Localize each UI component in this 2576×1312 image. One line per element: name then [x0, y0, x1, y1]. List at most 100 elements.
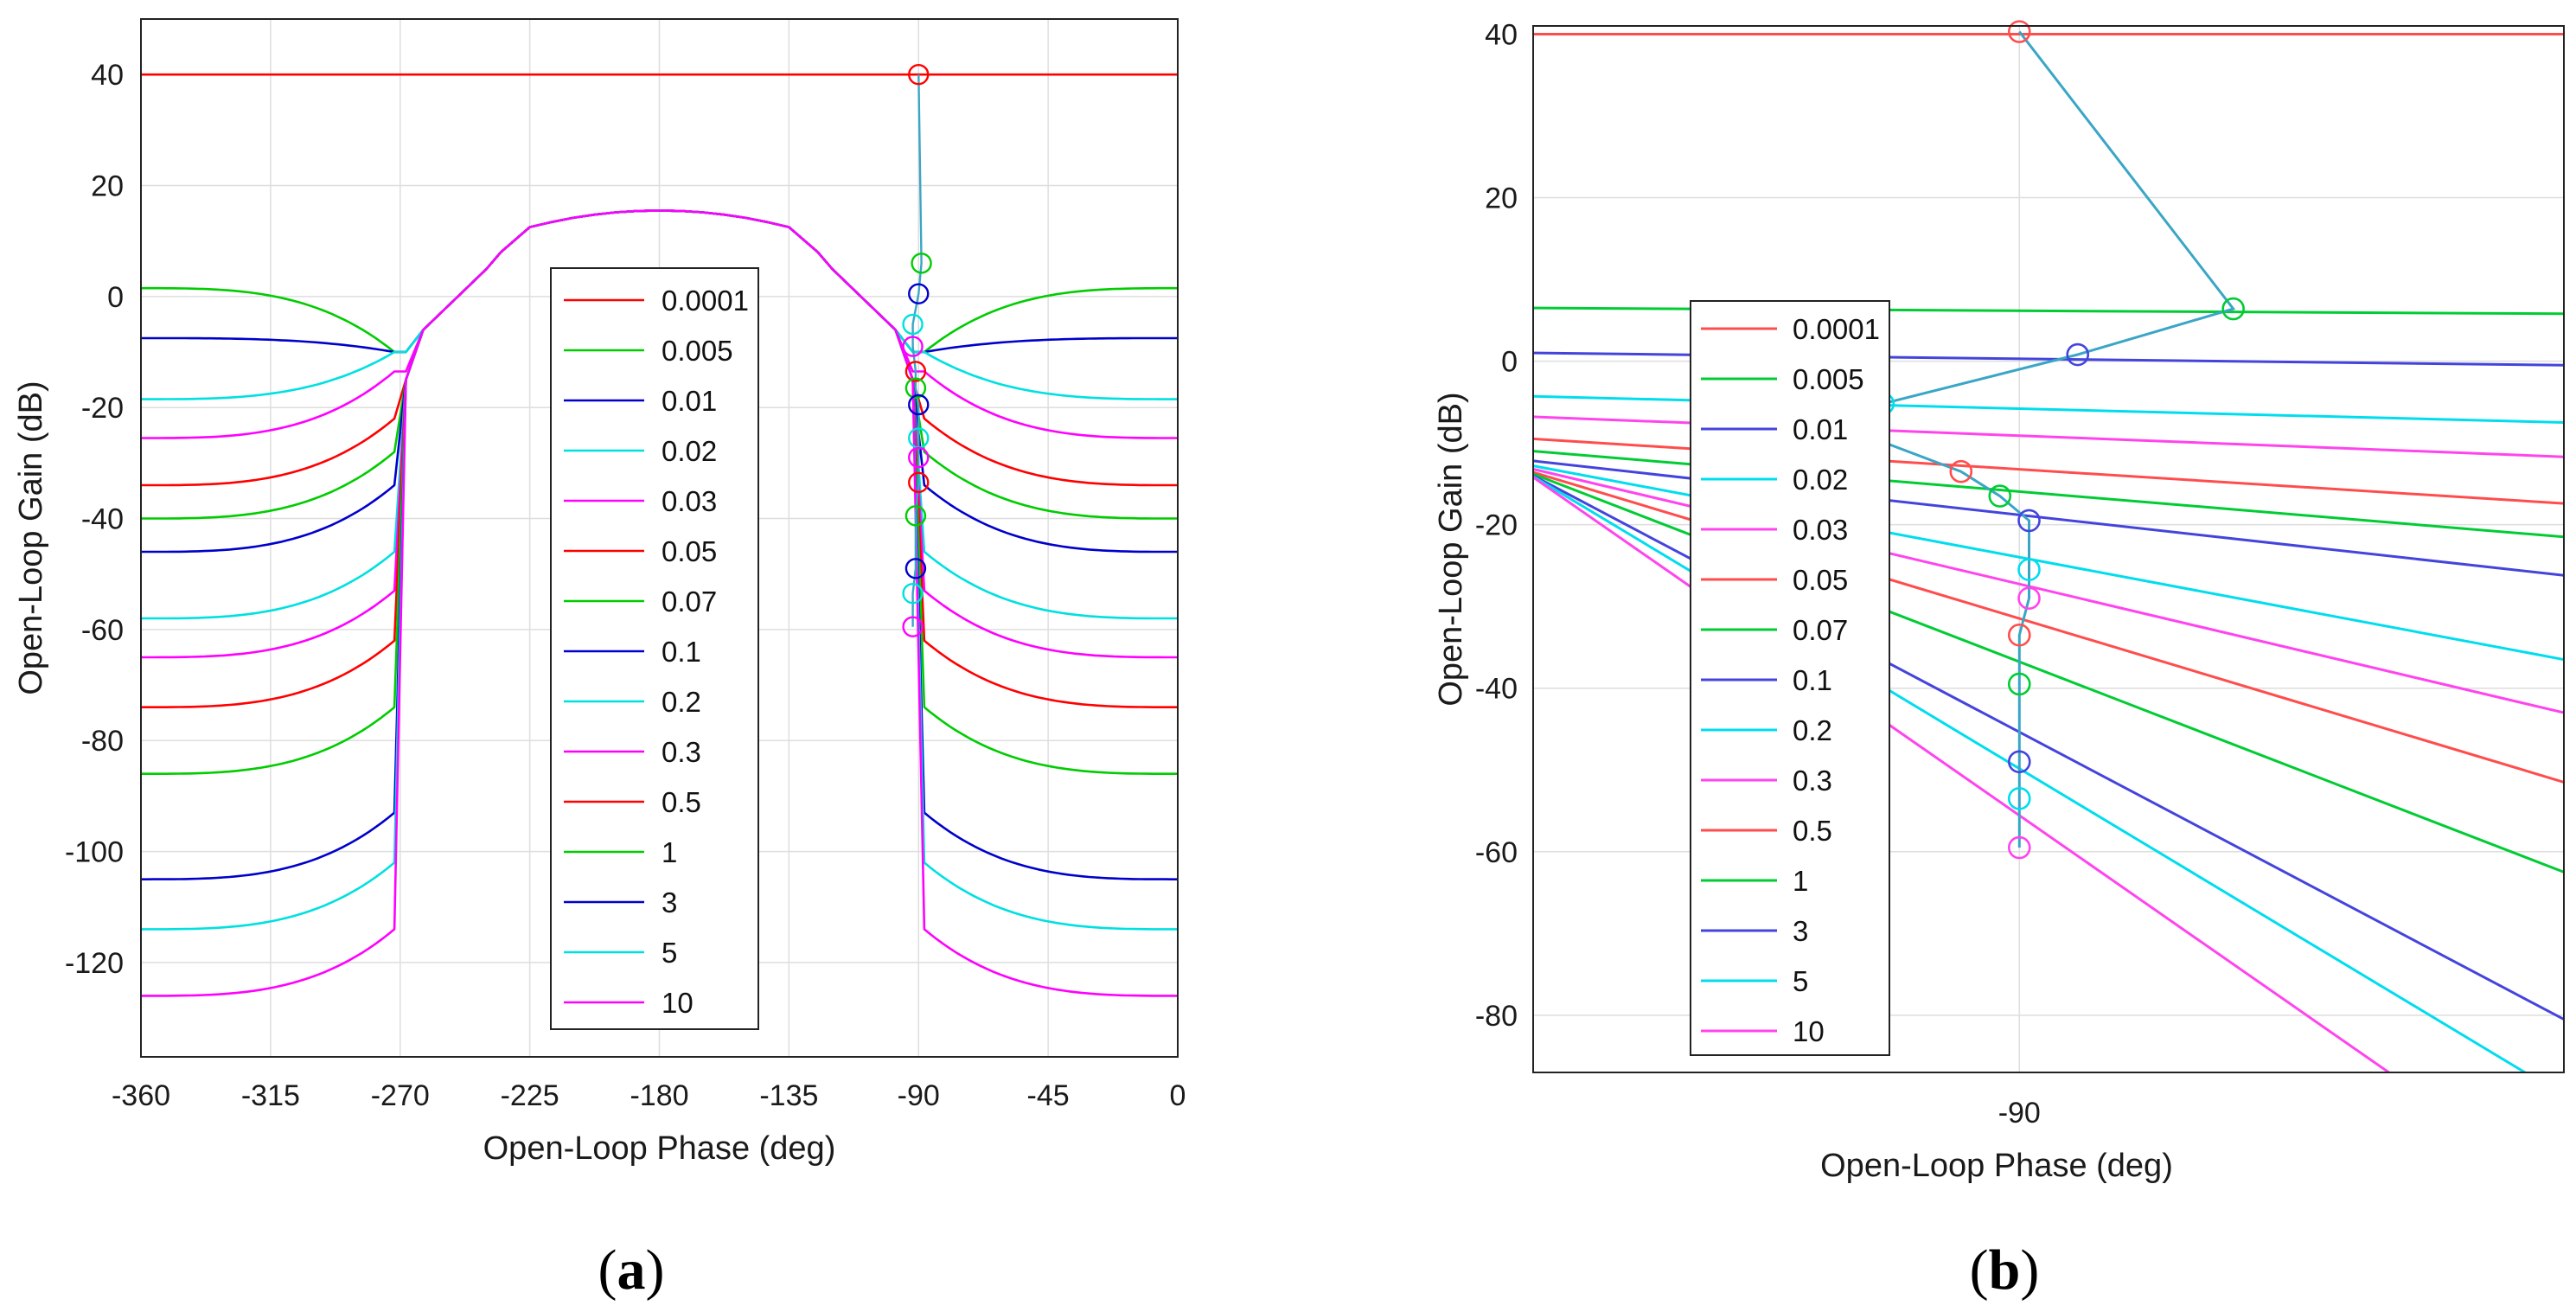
y-axis-label-a: Open-Loop Gain (dB) — [13, 381, 49, 694]
data-marker-b — [2007, 20, 2031, 43]
series-line-a — [141, 209, 1178, 997]
data-marker-a — [908, 63, 930, 86]
data-marker-b — [2017, 558, 2041, 581]
legend-box-b — [1690, 300, 1890, 1056]
data-marker-a — [904, 558, 927, 579]
legend-label-b: 0.05 — [1793, 564, 1848, 596]
legend-label-b: 0.3 — [1793, 765, 1832, 797]
series-line-b — [1533, 476, 2390, 1072]
data-marker-a — [902, 582, 924, 605]
x-tick-label: -90 — [1998, 1097, 2041, 1130]
y-tick-label: -40 — [1475, 673, 1518, 706]
data-marker-b — [2221, 297, 2245, 321]
legend-label-a: 0.0001 — [662, 285, 749, 317]
legend-label-b: 0.0001 — [1793, 313, 1880, 345]
data-marker-a — [908, 471, 930, 494]
legend-label-a: 0.02 — [662, 435, 717, 467]
legend-label-a: 0.07 — [662, 586, 717, 618]
legend-label-a: 10 — [662, 987, 694, 1019]
x-tick-label: -45 — [1027, 1079, 1070, 1112]
data-marker-b — [2007, 835, 2031, 860]
legend-label-b: 0.01 — [1793, 413, 1848, 445]
y-tick-label: -40 — [81, 503, 124, 536]
legend-label-b: 0.02 — [1793, 464, 1848, 496]
legend-box-a — [550, 267, 759, 1030]
x-tick-label: -225 — [501, 1079, 559, 1112]
data-marker-b — [2017, 586, 2041, 611]
legend-label-a: 0.005 — [662, 335, 733, 367]
legend-label-a: 0.01 — [662, 385, 717, 417]
data-marker-a — [904, 377, 927, 399]
legend-label-b: 0.07 — [1793, 614, 1848, 646]
x-tick-label: -90 — [898, 1079, 940, 1112]
data-marker-b — [2017, 509, 2041, 533]
panel-b: -90 40 20 0 -20 -40 -60 -80 0.0001 0.005 0.01 0.02 0… — [1433, 18, 2565, 1184]
y-tick-label: 20 — [1485, 182, 1518, 215]
data-marker-b — [2066, 342, 2090, 367]
panel-a: -360 -315 -270 -225 -180 -135 -90 -45 0 40 20 0 -20 -… — [13, 18, 1186, 1167]
legend-label-b: 5 — [1793, 965, 1808, 997]
y-tick-label: -80 — [1475, 1000, 1518, 1033]
x-axis-label-b: Open-Loop Phase (deg) — [1820, 1148, 2173, 1184]
data-marker-b — [2007, 787, 2031, 810]
x-tick-label: -270 — [371, 1079, 430, 1112]
y-tick-label: -20 — [81, 392, 124, 425]
data-marker-a — [904, 361, 927, 382]
legend-label-a: 3 — [662, 886, 677, 918]
x-axis-label-a: Open-Loop Phase (deg) — [483, 1130, 836, 1167]
data-marker-b — [2007, 672, 2031, 696]
caption-b: (b) — [1970, 1238, 2040, 1302]
legend-label-b: 0.5 — [1793, 815, 1832, 847]
y-tick-label: -80 — [81, 725, 124, 758]
data-marker-a — [902, 313, 924, 336]
plot-frame-a — [140, 18, 1179, 1058]
legend-label-b: 0.1 — [1793, 664, 1832, 696]
data-marker-a — [904, 505, 927, 527]
legend-label-a: 0.03 — [662, 485, 717, 517]
legend-label-a: 0.3 — [662, 736, 701, 768]
data-marker-b — [2007, 750, 2031, 774]
marker-connector-b — [1862, 30, 2236, 848]
y-axis-label-b: Open-Loop Gain (dB) — [1433, 392, 1469, 706]
legend-label-b: 10 — [1793, 1015, 1825, 1047]
y-tick-label: -20 — [1475, 509, 1518, 542]
plot-frame-b — [1532, 25, 2565, 1073]
plot-area-b — [1533, 26, 2564, 1072]
data-marker-a — [908, 283, 930, 304]
y-tick-label: -120 — [65, 947, 124, 980]
data-marker-a — [902, 336, 924, 357]
data-marker-a — [908, 446, 930, 469]
legend-label-b: 1 — [1793, 865, 1808, 897]
x-tick-label: -360 — [112, 1079, 170, 1112]
x-tick-label: -315 — [241, 1079, 300, 1112]
data-marker-b — [1988, 484, 2012, 508]
legend-label-a: 0.1 — [662, 636, 701, 668]
legend-label-b: 3 — [1793, 915, 1808, 947]
x-tick-label: 0 — [1170, 1079, 1186, 1112]
legend-label-a: 0.2 — [662, 686, 701, 718]
legend-label-b: 0.005 — [1793, 363, 1864, 395]
x-tick-label: -180 — [630, 1079, 688, 1112]
legend-label-b: 0.2 — [1793, 714, 1832, 746]
y-tick-label: 40 — [91, 59, 124, 92]
data-marker-a — [902, 616, 924, 637]
caption-a: (a) — [598, 1238, 665, 1302]
y-tick-label: 40 — [1485, 18, 1518, 51]
legend-label-a: 5 — [662, 937, 677, 969]
legend-label-a: 1 — [662, 836, 677, 868]
legend-label-a: 0.05 — [662, 535, 717, 567]
y-tick-label: -60 — [81, 614, 124, 647]
y-tick-label: 0 — [1501, 346, 1518, 379]
y-tick-label: -60 — [1475, 836, 1518, 869]
data-marker-b — [2007, 623, 2031, 647]
x-tick-label: -135 — [759, 1079, 818, 1112]
y-tick-label: 0 — [107, 281, 124, 314]
y-tick-label: -100 — [65, 836, 124, 869]
legend-label-a: 0.5 — [662, 786, 701, 818]
data-marker-a — [908, 394, 930, 416]
y-tick-label: 20 — [91, 170, 124, 203]
legend-label-b: 0.03 — [1793, 514, 1848, 546]
data-marker-a — [911, 253, 932, 274]
data-marker-b — [1949, 459, 1973, 483]
